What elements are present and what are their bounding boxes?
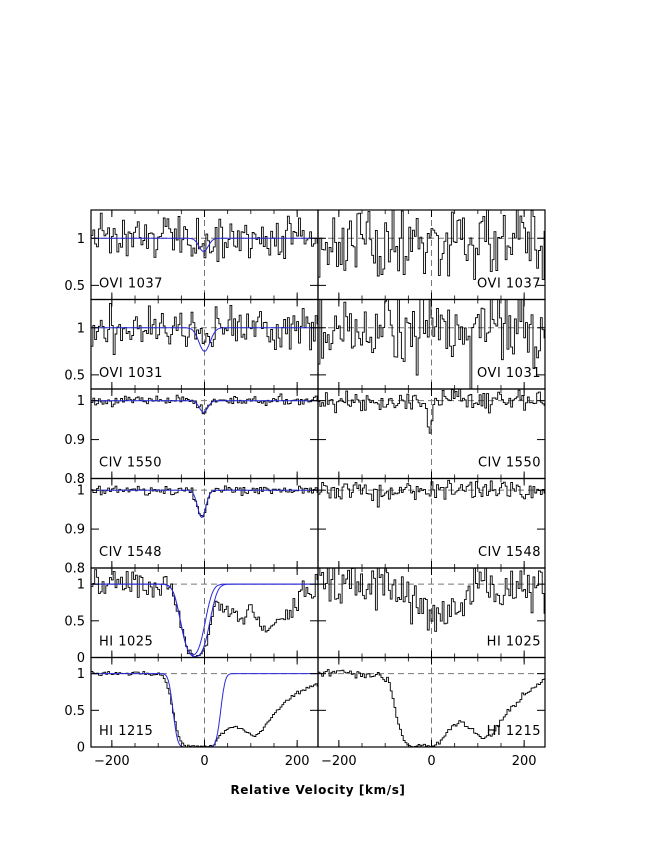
x-tick-label: −200 bbox=[321, 754, 357, 769]
x-tick-label: −200 bbox=[94, 754, 130, 769]
spectrum-trace bbox=[318, 299, 545, 389]
ion-label-left: OVI 1037 bbox=[99, 277, 163, 292]
panel-civ-1548-right: CIV 1548 bbox=[317, 477, 546, 569]
panel-hi-1025-right: HI 1025 bbox=[317, 567, 546, 659]
spectrum-trace bbox=[91, 393, 318, 415]
model-fit-1 bbox=[91, 327, 318, 352]
spectrum-trace bbox=[91, 569, 318, 658]
model-fit-1 bbox=[91, 673, 318, 747]
ion-label-right: OVI 1037 bbox=[477, 277, 541, 292]
ion-label-right: CIV 1550 bbox=[478, 456, 541, 471]
ion-label-right: HI 1025 bbox=[487, 635, 541, 650]
y-tick-label: 0.8 bbox=[64, 562, 85, 577]
model-fit-2 bbox=[91, 583, 318, 658]
x-axis: −200 0 200 −200 0 200 bbox=[94, 754, 537, 769]
y-tick-label: 0.9 bbox=[64, 523, 85, 538]
panel-hi-1215-left: HI 1215 bbox=[90, 656, 319, 748]
ion-label-left: HI 1215 bbox=[99, 724, 153, 739]
panel-hi-1025-left: HI 1025 bbox=[90, 567, 319, 659]
y-tick-label: 1 bbox=[77, 321, 85, 336]
spectrum-trace bbox=[318, 389, 545, 434]
panel-ovi-1037-left: OVI 1037 bbox=[90, 209, 319, 301]
y-tick-label: 0.5 bbox=[64, 279, 85, 294]
ion-label-left: HI 1025 bbox=[99, 635, 153, 650]
panel-ovi-1031-left: OVI 1031 bbox=[90, 298, 319, 390]
panel-civ-1548-left: CIV 1548 bbox=[90, 477, 319, 569]
spectrum-trace bbox=[91, 302, 318, 355]
model-fit-1 bbox=[91, 489, 318, 518]
panel-hi-1215-right: HI 1215 bbox=[317, 656, 546, 748]
spectrum-trace bbox=[91, 212, 318, 263]
spectrum-trace bbox=[318, 669, 545, 747]
y-tick-label: 0 bbox=[77, 741, 85, 756]
y-tick-label: 0.5 bbox=[64, 704, 85, 719]
x-tick-label: 0 bbox=[427, 754, 435, 769]
ion-label-right: CIV 1548 bbox=[478, 545, 541, 560]
panel-ovi-1037-right: OVI 1037 bbox=[317, 209, 546, 301]
ion-label-left: OVI 1031 bbox=[99, 366, 163, 381]
y-tick-label: 0.9 bbox=[64, 433, 85, 448]
model-fit-1 bbox=[91, 400, 318, 413]
ion-label-right: OVI 1031 bbox=[477, 366, 541, 381]
panel-civ-1550-right: CIV 1550 bbox=[317, 388, 546, 480]
y-tick-label: 1 bbox=[77, 578, 85, 593]
y-tick-label: 0.5 bbox=[64, 614, 85, 629]
x-tick-label: 0 bbox=[200, 754, 208, 769]
spectrum-trace bbox=[318, 210, 545, 280]
ion-label-left: CIV 1550 bbox=[99, 456, 162, 471]
y-tick-label: 1 bbox=[77, 232, 85, 247]
y-tick-label: 0 bbox=[77, 651, 85, 666]
ion-label-left: CIV 1548 bbox=[99, 545, 162, 560]
y-tick-label: 1 bbox=[77, 484, 85, 499]
x-tick-label: 200 bbox=[285, 754, 310, 769]
y-tick-label: 1 bbox=[77, 394, 85, 409]
panel-civ-1550-left: CIV 1550 bbox=[90, 388, 319, 480]
spectrum-trace bbox=[318, 479, 545, 508]
y-tick-label: 1 bbox=[77, 667, 85, 682]
y-tick-label: 0.5 bbox=[64, 368, 85, 383]
x-tick-label: 200 bbox=[512, 754, 537, 769]
x-axis-title: Relative Velocity [km/s] bbox=[230, 783, 405, 797]
spectrum-trace bbox=[319, 568, 545, 632]
ion-label-right: HI 1215 bbox=[487, 724, 541, 739]
model-fit-1 bbox=[91, 237, 318, 253]
y-tick-label: 0.8 bbox=[64, 472, 85, 487]
stacked-velocity-panels: OVI 1037 OVI 1037 0.5 1 OVI 1031 OVI 1031 0.5 1… bbox=[64, 209, 546, 756]
